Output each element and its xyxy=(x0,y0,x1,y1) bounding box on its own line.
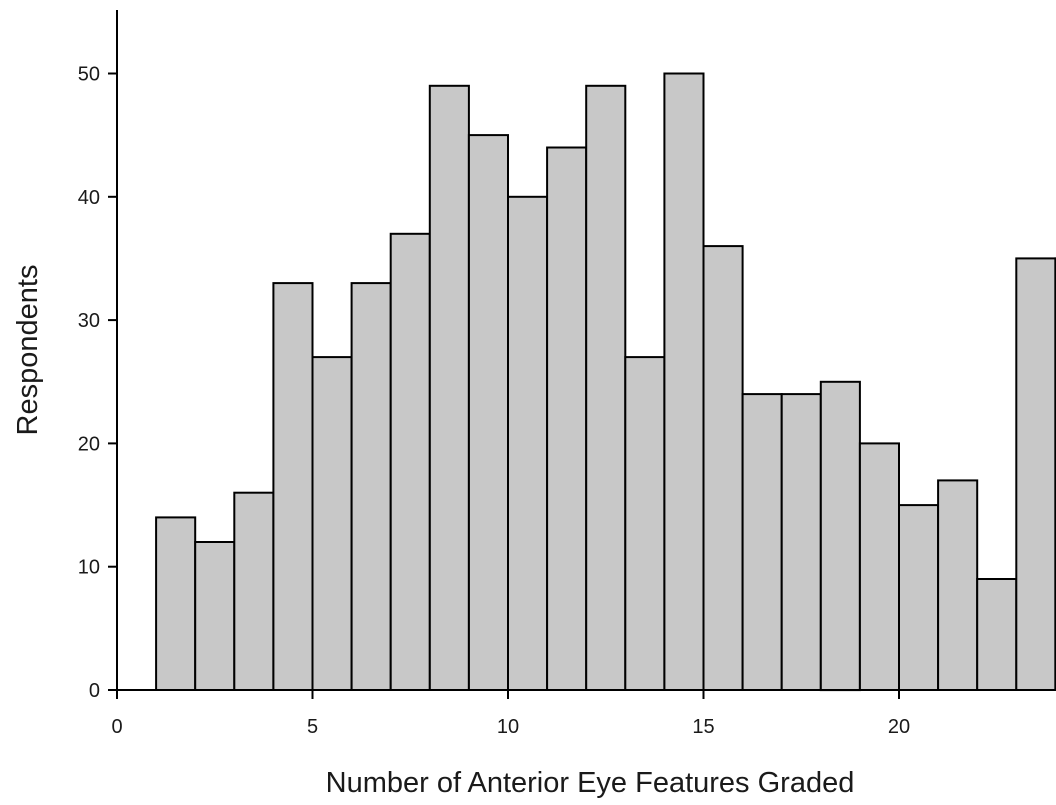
bar-22 xyxy=(976,578,1018,691)
bars-group xyxy=(155,72,1056,692)
y-tick-label-0: 0 xyxy=(89,680,100,702)
bar-20 xyxy=(898,504,940,691)
y-axis-ticks: 0 10 20 30 40 50 xyxy=(78,64,117,702)
bar-1 xyxy=(155,516,197,692)
bar-14 xyxy=(663,72,705,691)
bar-4 xyxy=(272,282,314,691)
bar-21 xyxy=(937,479,979,691)
bar-9 xyxy=(467,134,509,692)
bar-7 xyxy=(389,232,431,692)
bar-18 xyxy=(819,380,861,692)
y-tick-label-30: 30 xyxy=(78,310,100,332)
bar-3 xyxy=(233,491,275,692)
bar-19 xyxy=(858,442,901,691)
bar-5 xyxy=(311,356,353,691)
bar-17 xyxy=(780,393,822,691)
y-tick-label-50: 50 xyxy=(78,64,100,86)
y-axis-title: Respondents xyxy=(12,265,44,436)
bar-8 xyxy=(428,84,470,692)
x-tick-label-15: 15 xyxy=(692,716,714,738)
bar-16 xyxy=(741,393,783,691)
bar-10 xyxy=(507,195,549,692)
x-tick-label-5: 5 xyxy=(307,716,318,738)
x-tick-label-20: 20 xyxy=(888,716,910,738)
x-tick-label-10: 10 xyxy=(497,716,519,738)
x-axis-title: Number of Anterior Eye Features Graded xyxy=(326,767,855,799)
y-tick-label-40: 40 xyxy=(78,187,100,209)
bar-2 xyxy=(194,541,236,691)
x-axis-ticks: 0 5 10 15 20 xyxy=(111,690,910,738)
bar-15 xyxy=(702,245,744,691)
y-tick-label-10: 10 xyxy=(78,557,100,579)
x-tick-label-0: 0 xyxy=(111,716,122,738)
bar-6 xyxy=(350,282,392,691)
bar-13 xyxy=(624,356,666,691)
y-tick-label-20: 20 xyxy=(78,433,100,455)
bar-11 xyxy=(546,146,588,691)
bar-12 xyxy=(585,84,627,692)
bar-23 xyxy=(1015,257,1056,691)
